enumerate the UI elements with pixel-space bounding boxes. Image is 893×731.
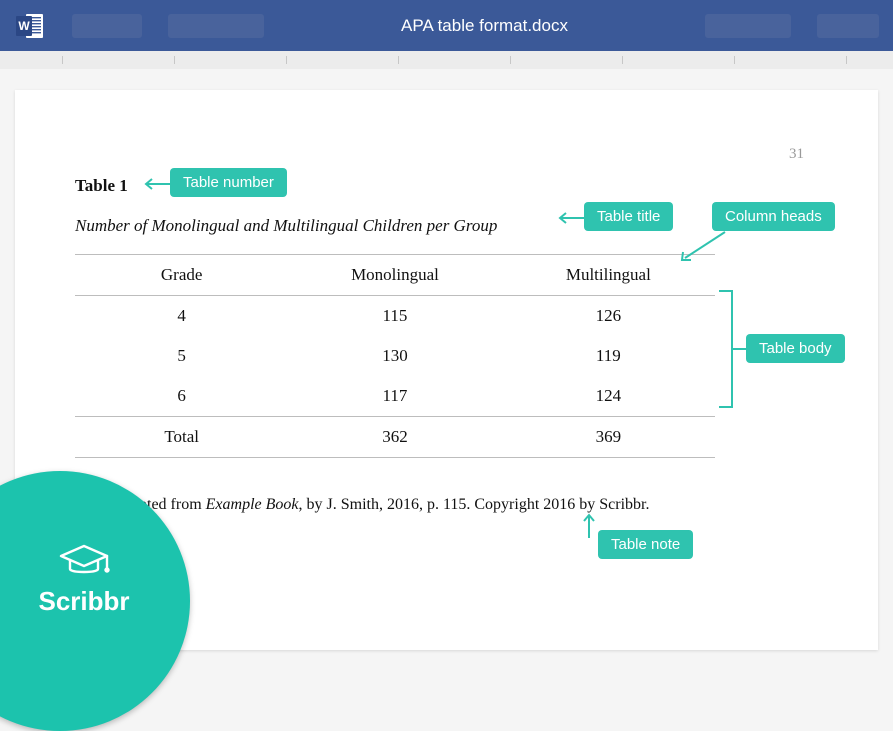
table-note: Note. Adapted from Example Book, by J. S… xyxy=(75,496,818,514)
toolbar-block xyxy=(72,14,142,38)
table-cell: 4 xyxy=(75,296,288,337)
svg-text:W: W xyxy=(18,19,30,33)
scribbr-logo-text: Scribbr xyxy=(38,586,129,617)
col-head: Multilingual xyxy=(502,255,715,296)
table-title-text: Number of Monolingual and Multilingual C… xyxy=(75,216,818,236)
table-row: 6 117 124 xyxy=(75,376,715,417)
ruler-tick xyxy=(62,56,63,64)
ruler-tick xyxy=(846,56,847,64)
table-cell: Total xyxy=(75,417,288,458)
word-titlebar: W APA table format.docx xyxy=(0,0,893,51)
table-cell: 362 xyxy=(288,417,501,458)
ruler-tick xyxy=(286,56,287,64)
ruler-tick xyxy=(398,56,399,64)
table-cell: 119 xyxy=(502,336,715,376)
annotation-table-body: Table body xyxy=(746,334,845,363)
annotation-table-note: Table note xyxy=(598,530,693,559)
bracket-icon xyxy=(719,290,733,408)
col-head: Monolingual xyxy=(288,255,501,296)
toolbar-block xyxy=(168,14,264,38)
table-cell: 117 xyxy=(288,376,501,417)
table-total-row: Total 362 369 xyxy=(75,417,715,458)
page-number: 31 xyxy=(789,146,804,163)
table-header-row: Grade Monolingual Multilingual xyxy=(75,255,715,296)
annotation-table-number: Table number xyxy=(170,168,287,197)
col-head: Grade xyxy=(75,255,288,296)
ruler-tick xyxy=(174,56,175,64)
annotation-column-heads: Column heads xyxy=(712,202,835,231)
table-row: 4 115 126 xyxy=(75,296,715,337)
ruler-tick xyxy=(510,56,511,64)
annotation-table-title: Table title xyxy=(584,202,673,231)
ruler-tick xyxy=(622,56,623,64)
note-book-title: Example Book xyxy=(206,496,299,513)
graduation-cap-icon xyxy=(57,542,111,582)
ruler-tick xyxy=(734,56,735,64)
table-cell: 5 xyxy=(75,336,288,376)
table-row: 5 130 119 xyxy=(75,336,715,376)
arrow-icon xyxy=(575,510,599,540)
table-cell: 126 xyxy=(502,296,715,337)
word-icon: W xyxy=(14,10,46,42)
note-text: , by J. Smith, 2016, p. 115. Copyright 2… xyxy=(299,496,650,513)
toolbar-block xyxy=(817,14,879,38)
apa-table: Grade Monolingual Multilingual 4 115 126… xyxy=(75,254,715,458)
document-title: APA table format.docx xyxy=(401,16,568,36)
table-cell: 115 xyxy=(288,296,501,337)
table-cell: 124 xyxy=(502,376,715,417)
table-cell: 130 xyxy=(288,336,501,376)
toolbar-block xyxy=(705,14,791,38)
table-cell: 6 xyxy=(75,376,288,417)
table-cell: 369 xyxy=(502,417,715,458)
ruler xyxy=(0,51,893,69)
connector-line xyxy=(733,342,747,356)
